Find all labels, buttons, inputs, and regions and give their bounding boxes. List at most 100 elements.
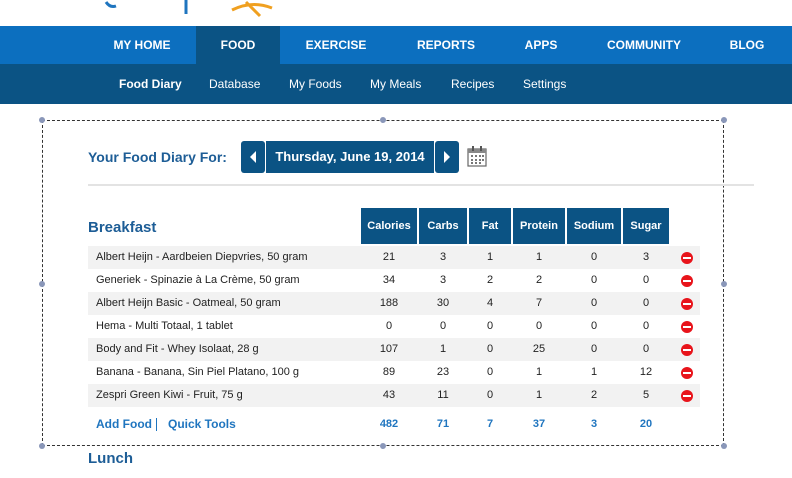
add-food-link[interactable]: Add Food — [96, 417, 152, 431]
remove-circle-icon[interactable] — [681, 298, 693, 310]
cell-carbs: 3 — [439, 274, 447, 286]
cell-sugar: 3 — [642, 251, 650, 263]
selection-handle[interactable] — [39, 117, 45, 123]
table-row: Body and Fit - Whey Isolaat, 28 g 107 1 … — [88, 338, 700, 361]
nav-reports[interactable]: REPORTS — [416, 38, 475, 52]
subnav-database[interactable]: Database — [209, 77, 261, 91]
cell-sodium: 0 — [590, 251, 598, 263]
nav-community[interactable]: COMMUNITY — [607, 38, 681, 52]
cell-calories: 43 — [382, 389, 396, 401]
cell-protein: 7 — [535, 297, 543, 309]
nav-apps[interactable]: APPS — [524, 38, 558, 52]
total-fat: 7 — [486, 418, 494, 430]
remove-circle-icon[interactable] — [681, 275, 693, 287]
next-day-button[interactable] — [435, 141, 459, 173]
cell-calories: 107 — [379, 343, 399, 355]
subnav-recipes[interactable]: Recipes — [451, 77, 495, 91]
cell-protein: 0 — [535, 320, 543, 332]
cell-calories: 34 — [382, 274, 396, 286]
selection-handle[interactable] — [721, 443, 727, 449]
cell-fat: 0 — [486, 389, 494, 401]
subnav-my-foods[interactable]: My Foods — [289, 77, 342, 91]
food-name[interactable]: Albert Heijn Basic - Oatmeal, 50 gram — [96, 297, 281, 309]
cell-sugar: 12 — [639, 366, 653, 378]
cell-protein: 1 — [535, 389, 543, 401]
remove-circle-icon[interactable] — [681, 252, 693, 264]
cell-protein: 25 — [532, 343, 546, 355]
link-separator — [156, 418, 157, 431]
food-name[interactable]: Albert Heijn - Aardbeien Diepvries, 50 g… — [96, 251, 308, 263]
current-date[interactable]: Thursday, June 19, 2014 — [266, 141, 434, 173]
food-name[interactable]: Body and Fit - Whey Isolaat, 28 g — [96, 343, 259, 355]
cell-carbs: 0 — [439, 320, 447, 332]
selection-handle[interactable] — [721, 117, 727, 123]
cell-carbs: 1 — [439, 343, 447, 355]
logo-graphic — [104, 0, 273, 18]
cell-fat: 0 — [486, 366, 494, 378]
chevron-left-icon — [250, 151, 256, 163]
cell-carbs: 30 — [436, 297, 450, 309]
nav-blog[interactable]: BLOG — [729, 38, 765, 52]
col-header-protein: Protein — [513, 208, 565, 244]
nav-exercise[interactable]: EXERCISE — [305, 38, 367, 52]
subnav-settings[interactable]: Settings — [523, 77, 567, 91]
cell-fat: 2 — [486, 274, 494, 286]
nav-my-home[interactable]: MY HOME — [113, 38, 171, 52]
food-name[interactable]: Generiek - Spinazie à La Crème, 50 gram — [96, 274, 300, 286]
cell-fat: 0 — [486, 343, 494, 355]
cell-sugar: 0 — [642, 343, 650, 355]
remove-circle-icon[interactable] — [681, 321, 693, 333]
cell-sugar: 0 — [642, 297, 650, 309]
nav-food[interactable]: FOOD — [196, 26, 280, 64]
cell-carbs: 11 — [437, 389, 449, 401]
calendar-button[interactable] — [467, 145, 487, 172]
food-name[interactable]: Banana - Banana, Sin Piel Platano, 100 g — [96, 366, 300, 378]
table-row: Albert Heijn Basic - Oatmeal, 50 gram 18… — [88, 292, 700, 315]
cell-calories: 0 — [385, 320, 393, 332]
cell-calories: 188 — [379, 297, 399, 309]
cell-fat: 4 — [486, 297, 494, 309]
total-sugar: 20 — [639, 418, 653, 430]
quick-tools-link[interactable]: Quick Tools — [168, 417, 236, 431]
cell-protein: 1 — [535, 251, 543, 263]
remove-circle-icon[interactable] — [681, 344, 693, 356]
total-carbs: 71 — [436, 418, 450, 430]
table-row: Banana - Banana, Sin Piel Platano, 100 g… — [88, 361, 700, 384]
table-row: Hema - Multi Totaal, 1 tablet 0 0 0 0 0 … — [88, 315, 700, 338]
cell-carbs: 3 — [439, 251, 447, 263]
selection-handle[interactable] — [380, 443, 386, 449]
cell-sodium: 0 — [590, 274, 598, 286]
totals-row: Add Food Quick Tools 482 71 7 37 3 20 — [88, 414, 700, 436]
selection-handle[interactable] — [380, 117, 386, 123]
selection-handle[interactable] — [721, 281, 727, 287]
cell-protein: 1 — [535, 366, 543, 378]
meal-title-lunch: Lunch — [88, 450, 133, 467]
food-name[interactable]: Zespri Green Kiwi - Fruit, 75 g — [96, 389, 243, 401]
main-nav: MY HOME FOOD EXERCISE REPORTS APPS COMMU… — [0, 26, 792, 64]
cell-calories: 89 — [382, 366, 396, 378]
cell-fat: 1 — [486, 251, 494, 263]
table-row: Generiek - Spinazie à La Crème, 50 gram … — [88, 269, 700, 292]
subnav-my-meals[interactable]: My Meals — [370, 77, 422, 91]
subnav-food-diary[interactable]: Food Diary — [119, 77, 182, 91]
remove-circle-icon[interactable] — [681, 367, 693, 379]
cell-sugar: 0 — [642, 274, 650, 286]
total-protein: 37 — [532, 418, 546, 430]
cell-sodium: 2 — [590, 389, 598, 401]
sub-nav: Food Diary Database My Foods My Meals Re… — [0, 64, 792, 104]
col-header-sodium: Sodium — [567, 208, 621, 244]
food-name[interactable]: Hema - Multi Totaal, 1 tablet — [96, 320, 233, 332]
calendar-icon — [467, 146, 487, 167]
prev-day-button[interactable] — [241, 141, 265, 173]
header-divider — [88, 184, 754, 186]
col-header-carbs: Carbs — [419, 208, 467, 244]
cell-calories: 21 — [382, 251, 396, 263]
col-header-fat: Fat — [469, 208, 511, 244]
table-row: Zespri Green Kiwi - Fruit, 75 g 43 11 0 … — [88, 384, 700, 407]
remove-circle-icon[interactable] — [681, 390, 693, 402]
selection-handle[interactable] — [39, 281, 45, 287]
cell-sugar: 5 — [642, 389, 650, 401]
col-header-sugar: Sugar — [623, 208, 669, 244]
selection-handle[interactable] — [39, 443, 45, 449]
logo[interactable] — [0, 0, 792, 26]
